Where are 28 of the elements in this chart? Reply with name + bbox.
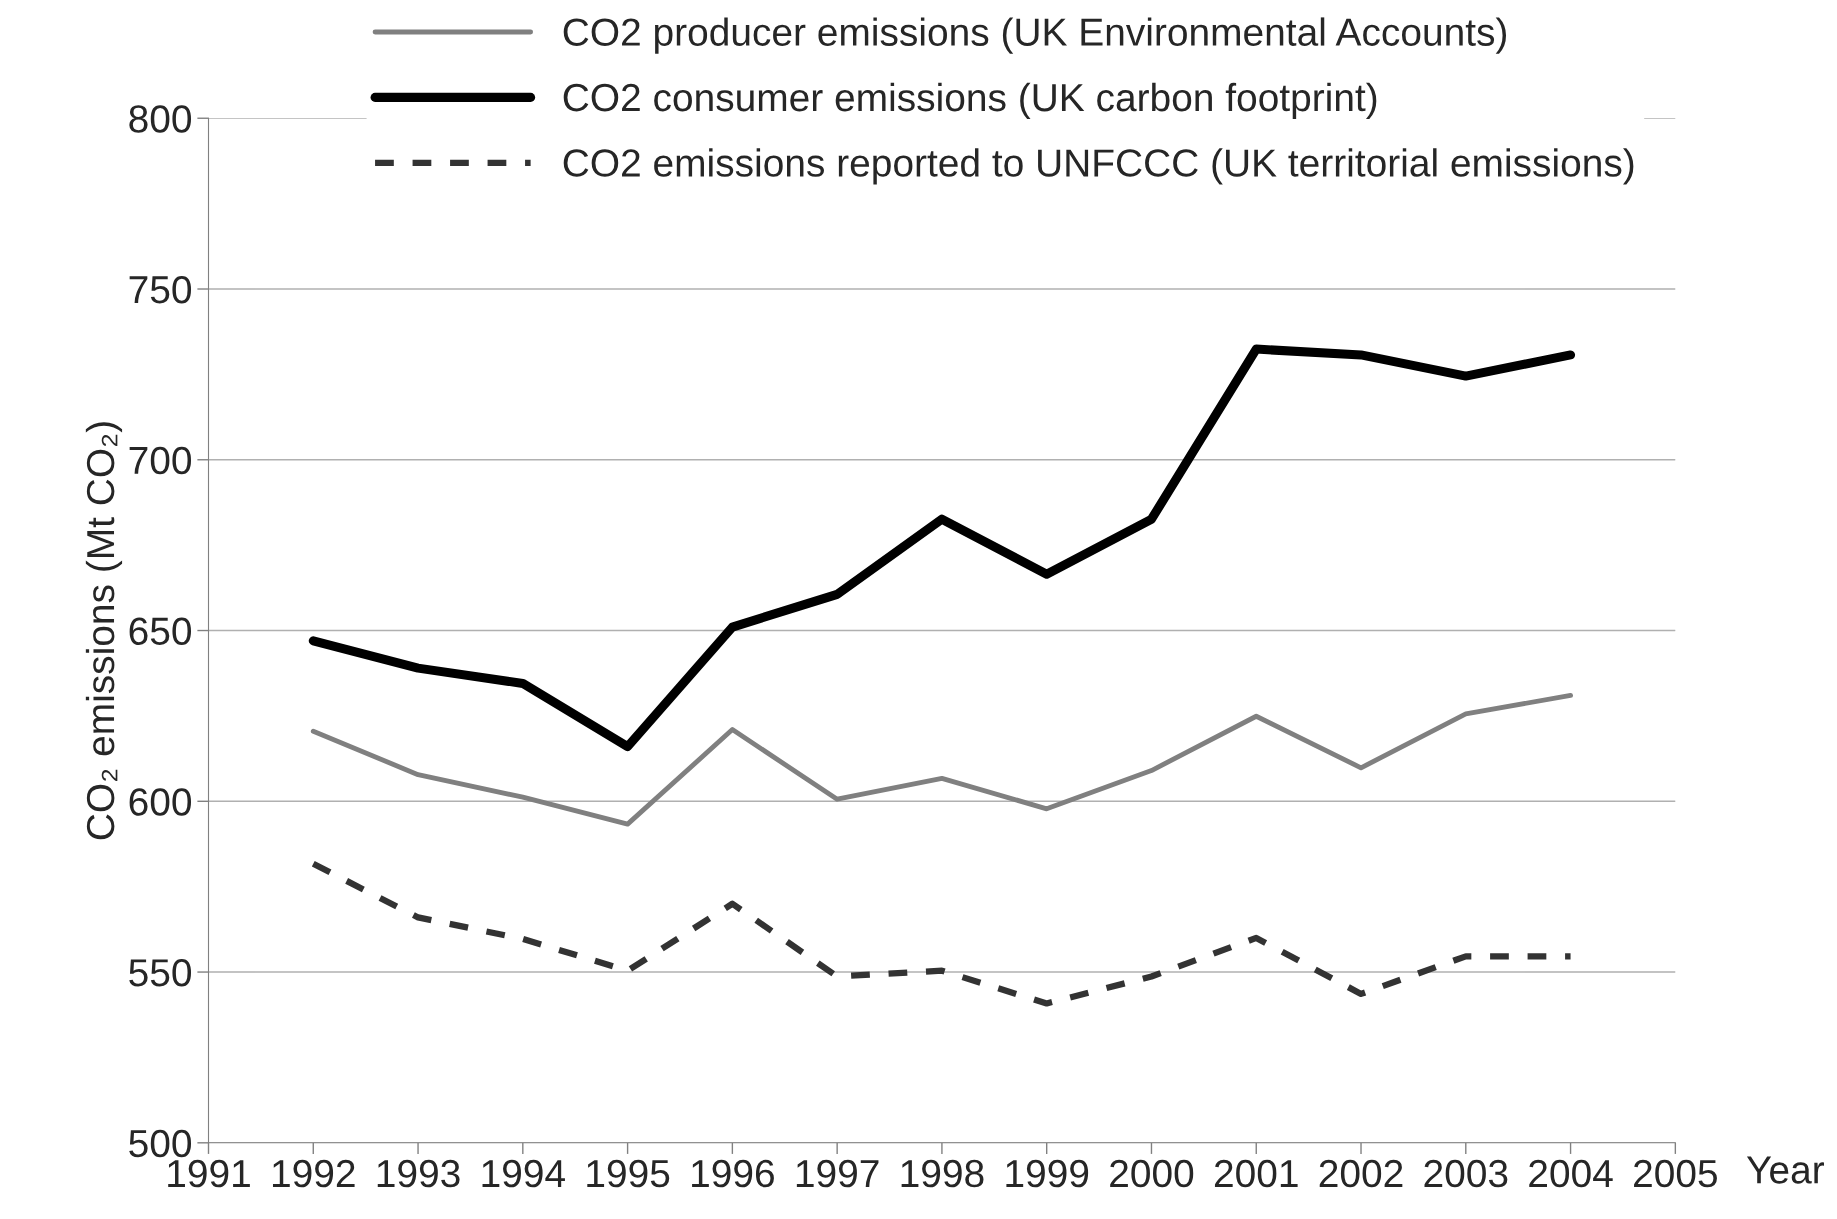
x-tick-label: 1991	[168, 1159, 250, 1188]
x-tick-label: 2005	[1634, 1159, 1717, 1188]
line-series	[310, 692, 1573, 827]
x-tick-label: 1998	[901, 1159, 984, 1188]
y-tick-label: 600	[129, 788, 192, 816]
y-tick-label: 550	[129, 958, 192, 987]
x-tick-label: 2004	[1529, 1159, 1613, 1188]
y-tick-label: 500	[129, 1129, 192, 1158]
x-tick-label: 1999	[1006, 1159, 1089, 1188]
y-tick-label: 750	[129, 275, 192, 304]
x-tick-label: 1993	[377, 1159, 460, 1188]
x-tick-label: 2001	[1214, 1159, 1298, 1188]
x-axis-title: Year	[1746, 1156, 1825, 1184]
x-tick-label: 1997	[796, 1159, 879, 1188]
x-tick-label: 2003	[1424, 1159, 1508, 1188]
y-tick-label: 700	[129, 446, 192, 475]
x-tick-label: 2000	[1110, 1159, 1194, 1188]
y-tick-label: 650	[129, 617, 192, 645]
y-axis-title: CO₂ emissions (Mt CO₂)	[85, 422, 123, 840]
legend-label: CO2 producer emissions (UK Environmental Accounts)	[563, 17, 1507, 54]
x-tick-label: 1995	[587, 1159, 670, 1188]
x-tick-label: 1996	[692, 1159, 774, 1188]
legend-label: CO2 emissions reported to UNFCCC (UK territorial emissions)	[563, 148, 1634, 185]
y-tick-label: 800	[129, 105, 192, 133]
x-tick-label: 1992	[272, 1159, 355, 1188]
x-tick-label: 2002	[1319, 1159, 1403, 1188]
legend-label: CO2 consumer emissions (UK carbon footprint)	[563, 82, 1377, 120]
x-tick-label: 1994	[482, 1159, 565, 1188]
